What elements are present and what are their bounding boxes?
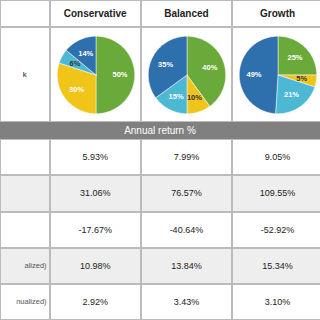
html-text:31.06%: 31.06% bbox=[79, 188, 111, 199]
html-text:Growth: Growth bbox=[260, 8, 296, 20]
svg-text:5%: 5% bbox=[296, 74, 308, 83]
html-text:76.57%: 76.57% bbox=[171, 188, 202, 199]
html-text:nualized): nualized) bbox=[16, 297, 47, 307]
html-text:5.93%: 5.93% bbox=[82, 152, 108, 163]
html-text:2.92%: 2.92% bbox=[82, 296, 108, 307]
html-text:7.99%: 7.99% bbox=[173, 152, 200, 163]
svg-text:6%: 6% bbox=[69, 58, 81, 68]
html-text:10.98%: 10.98% bbox=[79, 260, 111, 271]
svg-text:49%: 49% bbox=[247, 70, 262, 79]
html-text:-17.67%: -17.67% bbox=[78, 224, 112, 235]
html-text:Conservative: Conservative bbox=[63, 8, 127, 20]
html-text:-40.64%: -40.64% bbox=[169, 224, 204, 235]
html-text:3.10%: 3.10% bbox=[264, 296, 291, 307]
svg-text:50%: 50% bbox=[112, 70, 127, 79]
svg-text:35%: 35% bbox=[158, 59, 173, 68]
svg-text:40%: 40% bbox=[202, 63, 217, 72]
svg-text:21%: 21% bbox=[284, 90, 299, 99]
svg-text:14%: 14% bbox=[78, 49, 93, 58]
svg-text:25%: 25% bbox=[288, 53, 303, 62]
html-text:9.05%: 9.05% bbox=[264, 152, 291, 163]
html-text:alized): alized) bbox=[24, 261, 47, 271]
svg-text:30%: 30% bbox=[69, 84, 84, 93]
html-text:Balanced: Balanced bbox=[164, 8, 209, 20]
svg-text:15%: 15% bbox=[168, 92, 183, 101]
html-text:k: k bbox=[22, 69, 27, 79]
html-text:3.43%: 3.43% bbox=[173, 296, 200, 307]
html-text:15.34%: 15.34% bbox=[262, 260, 293, 271]
html-text:109.55%: 109.55% bbox=[259, 188, 296, 199]
html-text:-52.92%: -52.92% bbox=[260, 224, 295, 235]
html-text:13.84%: 13.84% bbox=[171, 260, 202, 271]
html-text:Annual return %: Annual return % bbox=[124, 124, 196, 136]
svg-text:10%: 10% bbox=[187, 93, 202, 102]
